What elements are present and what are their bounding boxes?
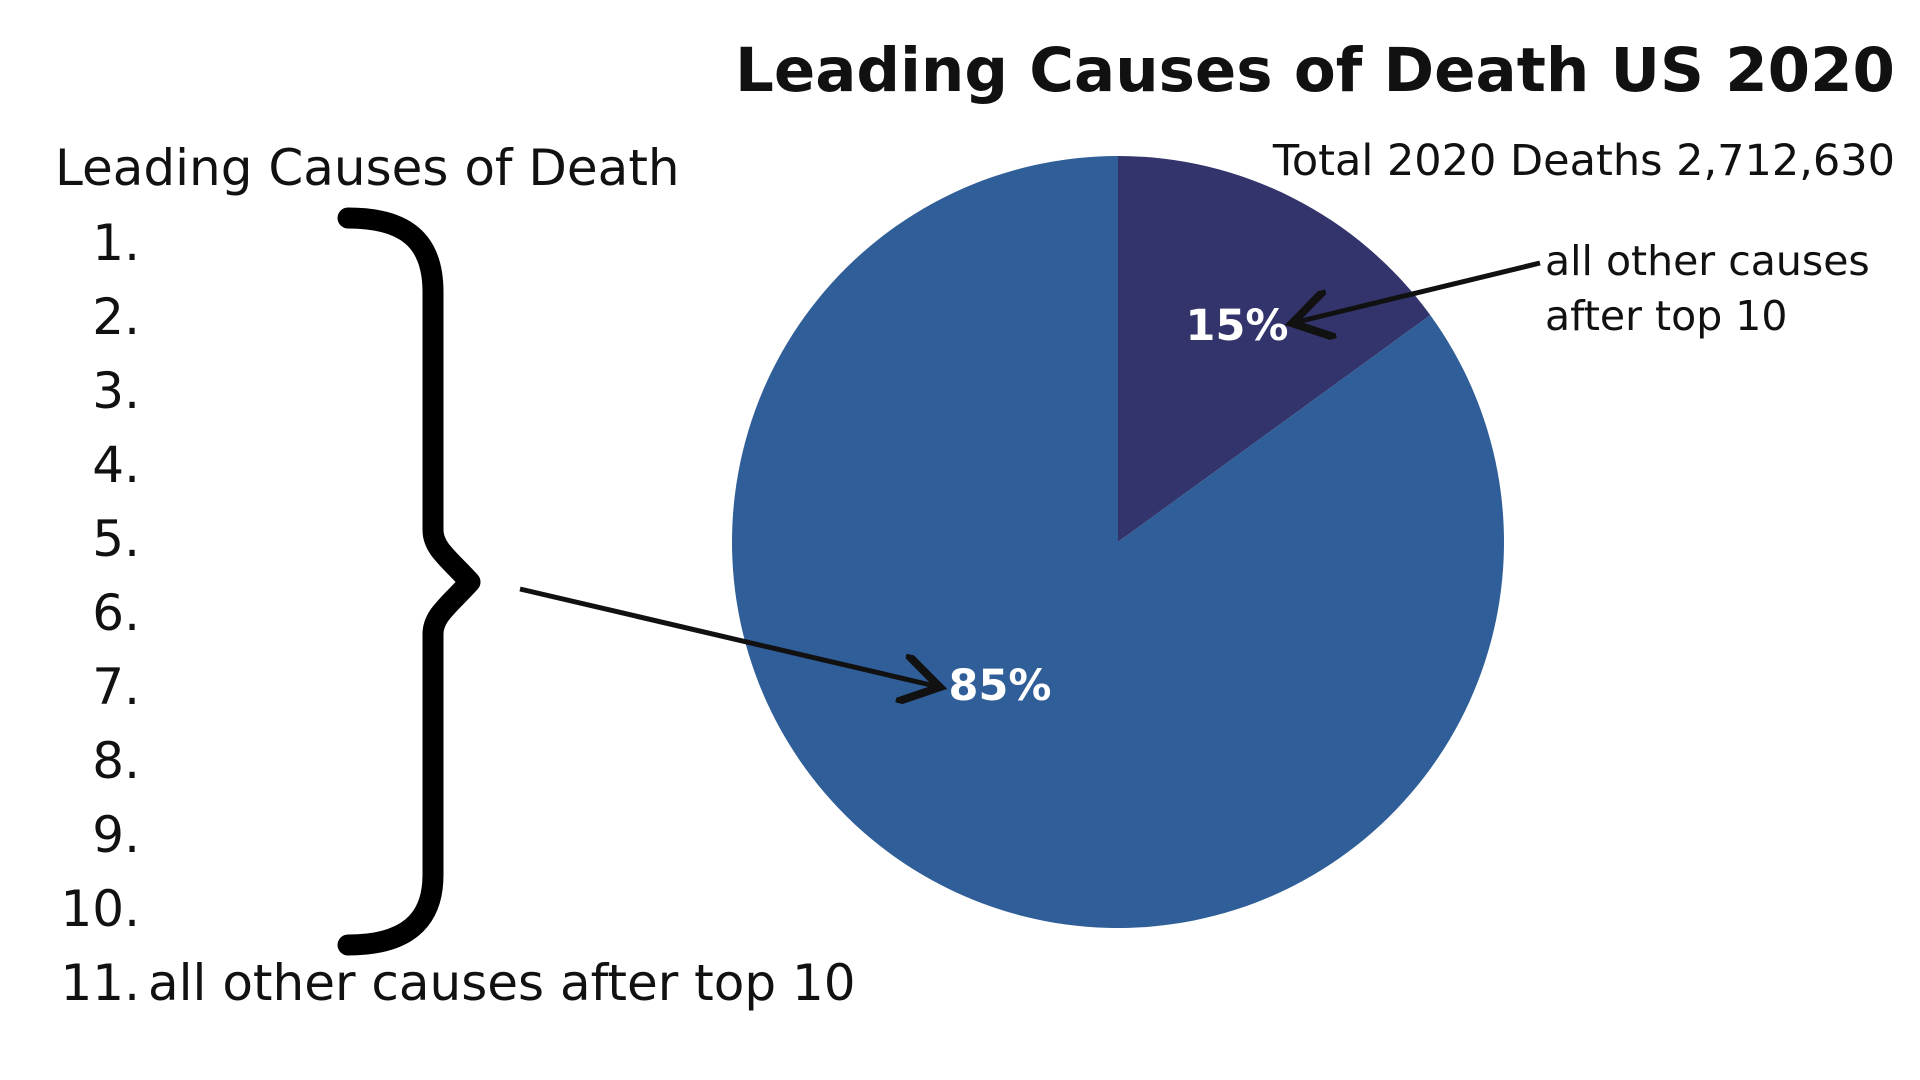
list-number-6: 6.	[92, 584, 140, 642]
slice-label-2: 85%	[949, 661, 1052, 711]
list-number-4: 4.	[92, 436, 140, 494]
cause-list: 1. 2. 3. 4. 5. 6. 7. 8. 9. 10. 11. all other causes…	[60, 214, 855, 1012]
list-number-1: 1.	[92, 214, 140, 272]
list-number-11: 11.	[60, 954, 140, 1012]
list-number-8: 8.	[92, 732, 140, 790]
slice-label-1: 15%	[1186, 301, 1289, 351]
list-number-7: 7.	[92, 658, 140, 716]
arrow-to-85	[519, 586, 935, 686]
pie-slice-2	[731, 156, 1504, 928]
chart-title: Leading Causes of Death US 2020	[735, 35, 1895, 106]
list-number-5: 5.	[92, 510, 140, 568]
list-label-11: all other causes after top 10	[148, 954, 856, 1012]
list-number-10: 10.	[60, 880, 140, 938]
list-number-9: 9.	[92, 806, 140, 864]
list-number-3: 3.	[92, 362, 140, 420]
annotation-line-1: all other causes	[1545, 237, 1870, 285]
arrow-to-15	[1297, 260, 1541, 322]
annotation-line-2: after top 10	[1545, 292, 1787, 340]
list-number-2: 2.	[92, 288, 140, 346]
list-heading: Leading Causes of Death	[55, 139, 680, 197]
chart-subtitle: Total 2020 Deaths 2,712,630	[1272, 136, 1895, 186]
pie-chart: 15% 85%	[731, 156, 1504, 928]
pie-slice-1	[1118, 156, 1431, 542]
curly-brace	[337, 207, 481, 956]
